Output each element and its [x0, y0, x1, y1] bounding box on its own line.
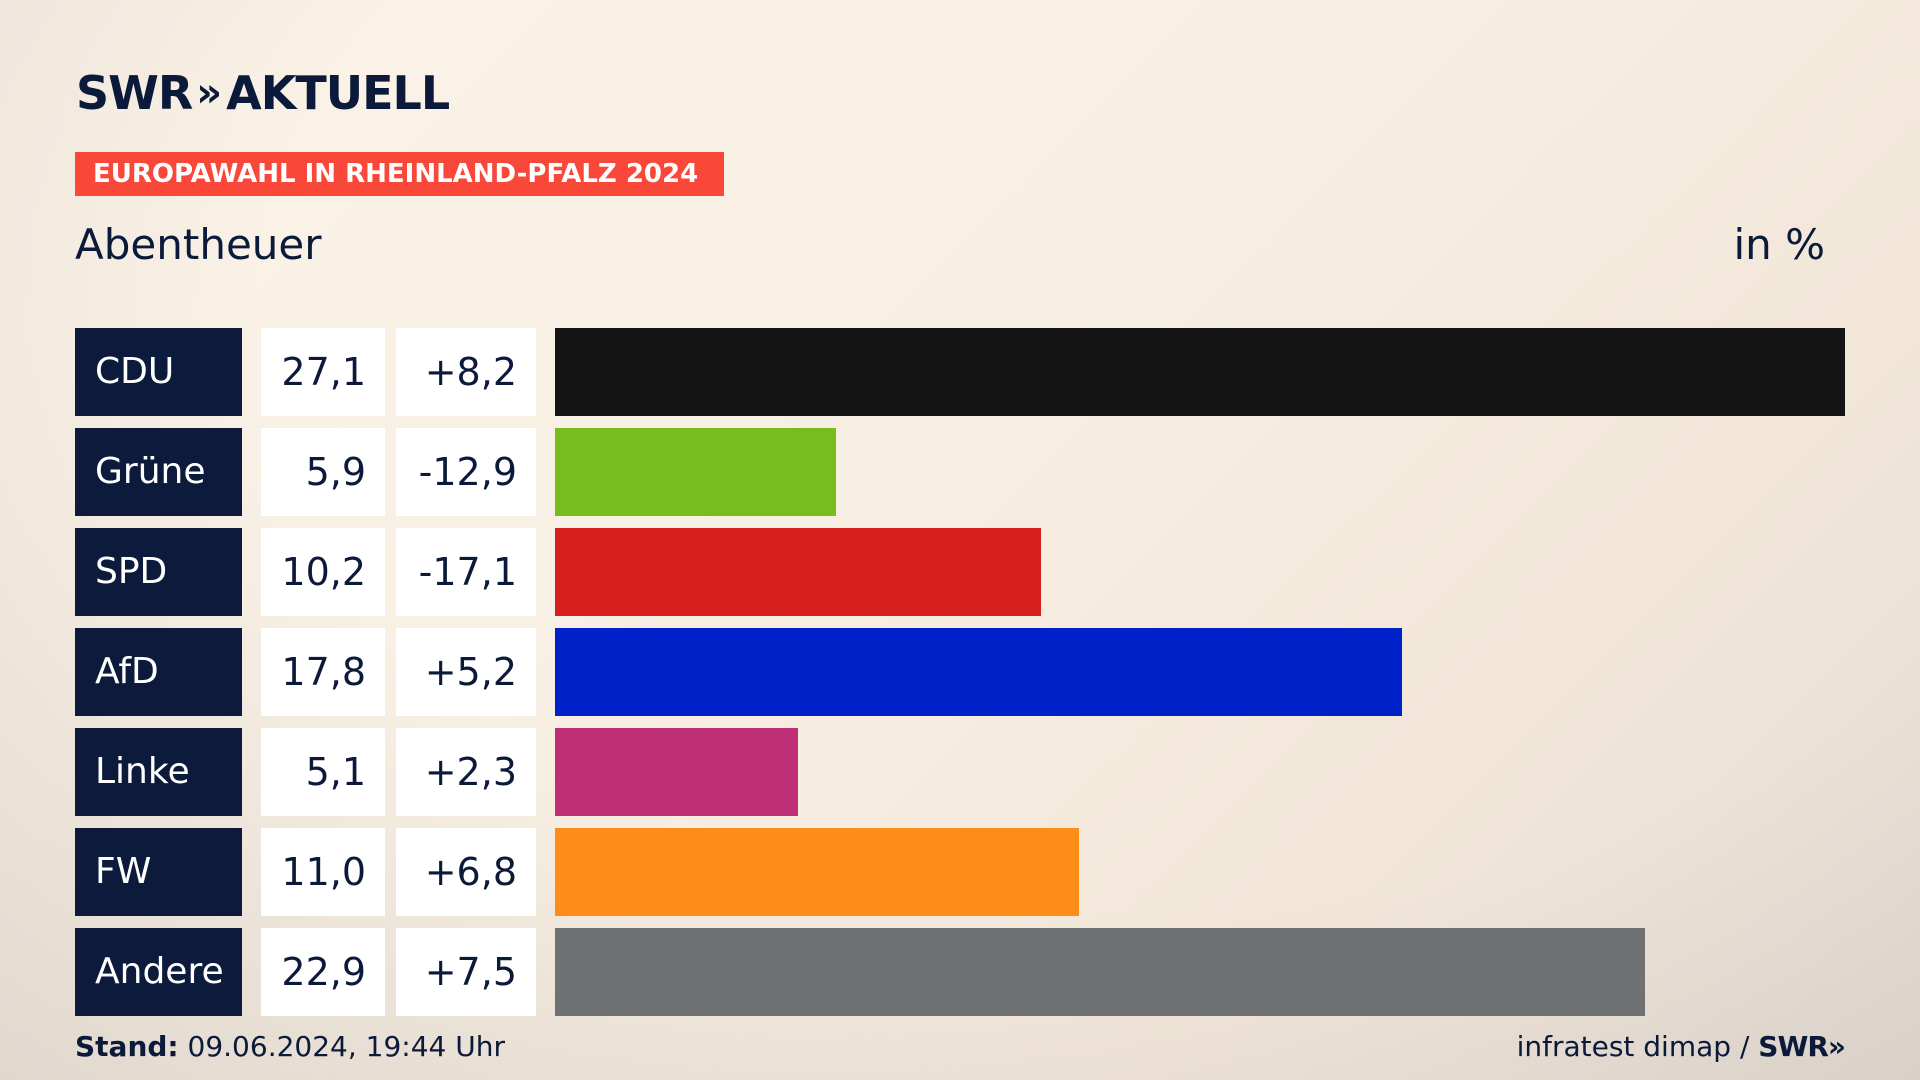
party-label: Andere: [75, 928, 242, 1016]
vote-share-label: 5,1: [261, 728, 385, 816]
table-row: Linke 5,1 +2,3: [75, 728, 1845, 816]
change-label: +7,5: [396, 928, 536, 1016]
bar-track: [555, 728, 1845, 816]
bar-track: [555, 528, 1845, 616]
bar-grüne: [555, 428, 836, 516]
change-label: -12,9: [396, 428, 536, 516]
unit-label: in %: [1733, 220, 1825, 269]
change-label: +2,3: [396, 728, 536, 816]
stand-label: Stand:: [75, 1030, 179, 1063]
change-label: +8,2: [396, 328, 536, 416]
party-label: Grüne: [75, 428, 242, 516]
change-label: +6,8: [396, 828, 536, 916]
bar-fw: [555, 828, 1079, 916]
logo-aktuell-text: AKTUELL: [226, 66, 450, 120]
change-label: -17,1: [396, 528, 536, 616]
bar-track: [555, 628, 1845, 716]
bar-spd: [555, 528, 1041, 616]
logo-chevron-icon: »: [196, 70, 222, 116]
municipality-title: Abentheuer: [75, 220, 322, 269]
party-label: AfD: [75, 628, 242, 716]
vote-share-label: 11,0: [261, 828, 385, 916]
vote-share-label: 17,8: [261, 628, 385, 716]
vote-share-label: 10,2: [261, 528, 385, 616]
bar-linke: [555, 728, 798, 816]
bar-track: [555, 328, 1845, 416]
table-row: FW 11,0 +6,8: [75, 828, 1845, 916]
change-label: +5,2: [396, 628, 536, 716]
party-label: Linke: [75, 728, 242, 816]
results-chart: CDU 27,1 +8,2 Grüne 5,9 -12,9 SPD 10,2 -17,1 AfD 1…: [75, 328, 1845, 1028]
logo-swr-text: SWR: [76, 66, 193, 120]
bar-track: [555, 428, 1845, 516]
party-label: SPD: [75, 528, 242, 616]
party-label: CDU: [75, 328, 242, 416]
table-row: AfD 17,8 +5,2: [75, 628, 1845, 716]
source-swr-logo: SWR»: [1758, 1030, 1846, 1063]
timestamp: Stand: 09.06.2024, 19:44 Uhr: [75, 1030, 505, 1063]
table-row: Andere 22,9 +7,5: [75, 928, 1845, 1016]
stand-value: 09.06.2024, 19:44 Uhr: [187, 1030, 505, 1063]
vote-share-label: 27,1: [261, 328, 385, 416]
swr-aktuell-logo: SWR » AKTUELL: [76, 66, 450, 120]
election-banner: EUROPAWAHL IN RHEINLAND-PFALZ 2024: [75, 152, 724, 196]
source-text: infratest dimap /: [1516, 1030, 1750, 1063]
table-row: SPD 10,2 -17,1: [75, 528, 1845, 616]
bar-andere: [555, 928, 1645, 1016]
bar-afd: [555, 628, 1402, 716]
bar-cdu: [555, 328, 1845, 416]
bar-track: [555, 928, 1845, 1016]
vote-share-label: 22,9: [261, 928, 385, 1016]
vote-share-label: 5,9: [261, 428, 385, 516]
table-row: CDU 27,1 +8,2: [75, 328, 1845, 416]
party-label: FW: [75, 828, 242, 916]
bar-track: [555, 828, 1845, 916]
source-credit: infratest dimap / SWR»: [1516, 1030, 1846, 1063]
table-row: Grüne 5,9 -12,9: [75, 428, 1845, 516]
